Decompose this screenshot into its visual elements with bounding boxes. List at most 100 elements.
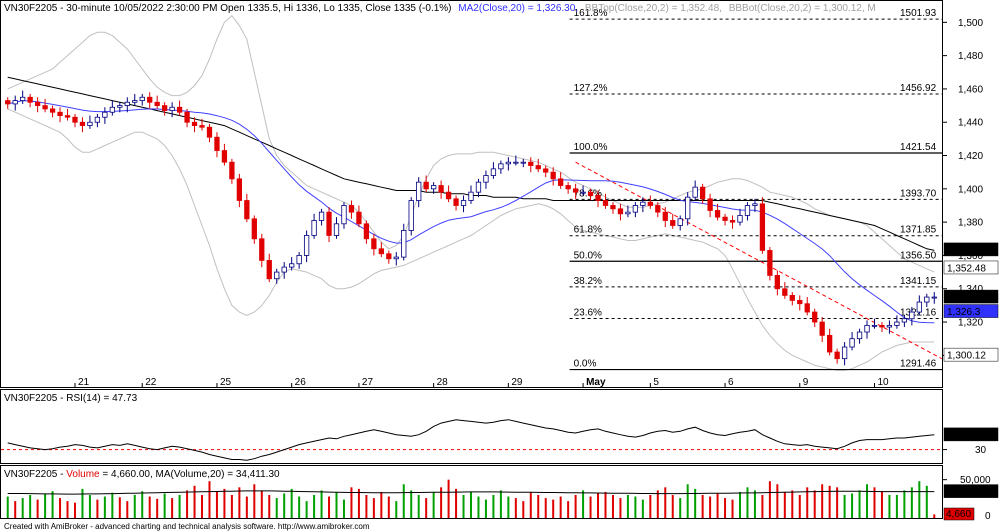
- candle-body: [408, 200, 414, 231]
- candle-body: [827, 334, 833, 353]
- candle-body: [849, 338, 855, 348]
- volume-bar: [66, 501, 69, 518]
- candle-body: [94, 116, 101, 123]
- x-label: 25: [220, 377, 232, 388]
- volume-bar: [36, 499, 39, 518]
- fib-level-price: 1501.93: [900, 8, 937, 19]
- candle-body: [87, 121, 93, 126]
- volume-bar: [656, 490, 659, 518]
- volume-bar: [96, 499, 99, 518]
- candle-body: [445, 191, 452, 200]
- candle-body: [901, 318, 908, 323]
- last-price-tag: 1,335: [947, 293, 972, 304]
- volume-bar: [484, 499, 487, 518]
- volume-bar: [552, 499, 555, 518]
- candle-body: [259, 238, 265, 261]
- candle-body: [767, 250, 773, 276]
- volume-bar: [29, 495, 32, 518]
- candle-body: [326, 211, 332, 236]
- volume-bar: [260, 490, 263, 518]
- candle-body: [528, 161, 534, 166]
- candle-body: [632, 205, 639, 213]
- volume-ma-line: [7, 490, 935, 495]
- candle-body: [774, 275, 780, 290]
- price-ytick-label: 1,340: [958, 284, 983, 295]
- volume-header-rest: = 4,660.00, MA(Volume,20) = 34,411.30: [102, 469, 280, 480]
- candle-body: [505, 161, 512, 165]
- fib-level-price: 1421.54: [900, 142, 937, 153]
- candle-body: [438, 185, 444, 193]
- candle-body: [752, 203, 758, 206]
- volume-bar: [582, 490, 585, 518]
- candle-body: [311, 220, 317, 236]
- volume-bar: [664, 487, 667, 518]
- candle-body: [386, 253, 392, 260]
- candle-body: [699, 186, 706, 200]
- bbbot-tag-box: [943, 347, 999, 362]
- price-ytick-label: 1,360: [958, 251, 983, 262]
- candle-body: [587, 191, 594, 196]
- candle-body: [132, 100, 138, 103]
- bbtop-tag: 1,352.48: [947, 263, 986, 274]
- rsi-line: [7, 419, 935, 461]
- x-label: 9: [803, 377, 809, 388]
- volume-bar: [238, 487, 241, 518]
- candle-body: [184, 111, 190, 123]
- x-label: May: [586, 377, 606, 388]
- volume-bar: [215, 491, 218, 518]
- volume-bar: [567, 501, 570, 518]
- volume-last-tag-box: [943, 507, 975, 521]
- price-ytick-label: 1,320: [958, 318, 983, 329]
- candle-body: [602, 200, 609, 206]
- candle-body: [12, 100, 18, 105]
- volume-bar: [649, 495, 652, 518]
- candle-body: [520, 161, 526, 164]
- volume-bar: [447, 479, 450, 518]
- candle-body: [206, 126, 213, 138]
- volume-bar: [148, 496, 151, 518]
- volume-bar: [783, 491, 786, 518]
- volume-bar: [903, 490, 906, 518]
- volume-bar: [6, 496, 9, 518]
- volume-bar: [417, 495, 420, 518]
- candle-body: [303, 235, 310, 256]
- volume-bar: [626, 495, 629, 518]
- candle-body: [169, 106, 175, 111]
- candle-body: [916, 301, 922, 313]
- candle-body: [879, 324, 885, 328]
- rsi-last-tag-box: [943, 427, 999, 442]
- volume-header-prefix: VN30F2205 -: [4, 469, 66, 480]
- x-label: 5: [653, 377, 659, 388]
- volume-bar: [59, 498, 62, 518]
- volume-bar: [821, 484, 824, 518]
- x-label: 22: [145, 377, 157, 388]
- candle-body: [289, 263, 295, 268]
- candle-body: [692, 186, 698, 198]
- candle-body: [894, 321, 900, 326]
- candle-body: [550, 171, 556, 180]
- volume-bar: [724, 498, 727, 518]
- volume-bar: [305, 501, 308, 518]
- bb-top-line: [7, 14, 935, 273]
- candle-body: [572, 188, 579, 193]
- candle-body: [595, 195, 601, 201]
- candle-body: [931, 296, 937, 299]
- volume-bar: [350, 487, 353, 518]
- volume-bar: [671, 495, 674, 518]
- volume-bar: [798, 495, 801, 518]
- fib-level-price: 1341.15: [900, 276, 937, 287]
- price-ytick-label: 1,380: [958, 218, 983, 229]
- candle-body: [759, 203, 766, 251]
- candle-body: [707, 198, 713, 211]
- candle-body: [677, 218, 683, 226]
- volume-bar: [866, 484, 869, 518]
- candle-body: [475, 181, 482, 193]
- volume-bar: [514, 498, 517, 518]
- volume-bar: [111, 492, 114, 518]
- volume-bar: [761, 495, 764, 518]
- volume-bar: [462, 495, 465, 518]
- bbbot-header: BBBot(Close,20,2) = 1,300.12, M: [729, 3, 876, 14]
- fib-level-pct: 100.0%: [574, 142, 608, 153]
- candle-body: [886, 324, 893, 328]
- volume-bar: [544, 498, 547, 518]
